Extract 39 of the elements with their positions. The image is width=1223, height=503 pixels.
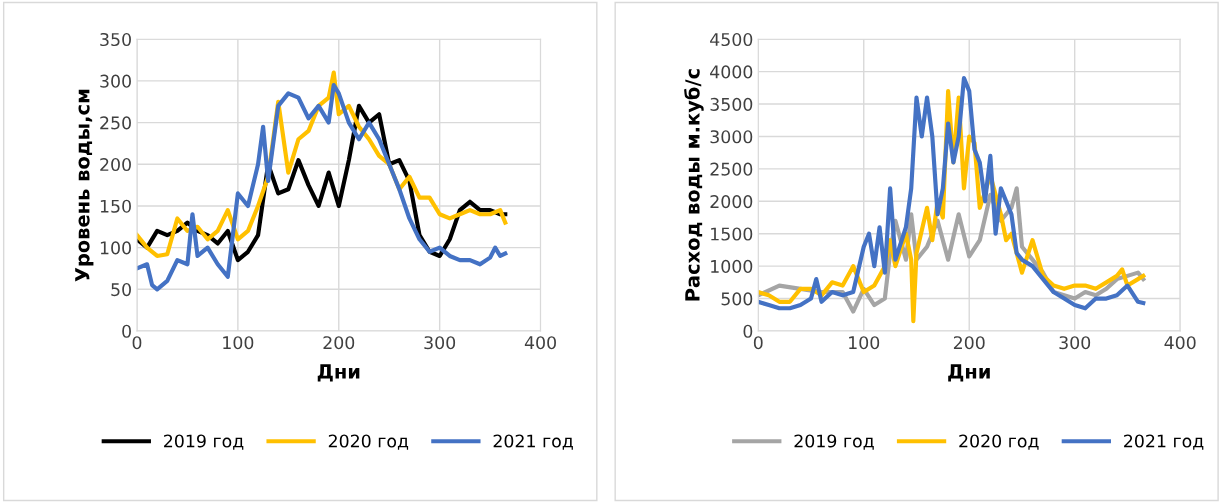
y-tick-label: 0 — [122, 324, 131, 338]
y-tick-label: 100 — [100, 241, 131, 255]
y-tick-label: 2500 — [710, 162, 753, 176]
y-tick-label: 3500 — [710, 97, 753, 111]
x-tick-label: 0 — [753, 336, 763, 350]
y-tick-label: 250 — [100, 116, 131, 130]
x-tick-label: 200 — [323, 336, 355, 350]
legend-label: 2021 год — [493, 434, 573, 450]
y-axis-title: Расход воды м.куб/с — [684, 69, 704, 301]
y-tick-label: 1000 — [711, 259, 753, 273]
x-tick-label: 100 — [849, 336, 880, 350]
y-tick-label: 2000 — [710, 195, 753, 209]
y-tick-label: 3000 — [710, 130, 753, 144]
y-tick-label: 350 — [100, 32, 131, 47]
x-axis-title: Дни — [317, 364, 360, 382]
y-tick-label: 0 — [743, 324, 753, 338]
y-tick-label: 300 — [100, 74, 131, 88]
legend-label: 2019 год — [794, 434, 874, 450]
x-tick-label: 300 — [424, 336, 456, 350]
legend-label: 2021 год — [1124, 434, 1204, 450]
x-tick-label: 400 — [524, 336, 556, 350]
y-tick-label: 500 — [721, 292, 753, 306]
line-series — [136, 82, 508, 292]
x-tick-label: 300 — [1059, 336, 1091, 350]
legend-label: 2019 год — [164, 434, 244, 450]
legend-label: 2020 год — [959, 434, 1039, 450]
y-tick-label: 200 — [100, 157, 131, 172]
y-axis-title: Уровень воды,см — [75, 89, 94, 282]
x-tick-label: 0 — [132, 336, 142, 350]
x-axis-title: Дни — [948, 364, 990, 382]
y-tick-label: 4000 — [710, 65, 753, 79]
y-tick-label: 1500 — [711, 227, 753, 241]
legend-label: 2020 год — [328, 434, 409, 450]
y-tick-label: 150 — [100, 199, 131, 213]
y-tick-label: 50 — [111, 283, 131, 297]
x-tick-label: 100 — [223, 336, 254, 350]
y-tick-label: 4500 — [710, 32, 753, 47]
x-tick-label: 200 — [953, 336, 985, 350]
x-tick-label: 400 — [1164, 336, 1196, 350]
